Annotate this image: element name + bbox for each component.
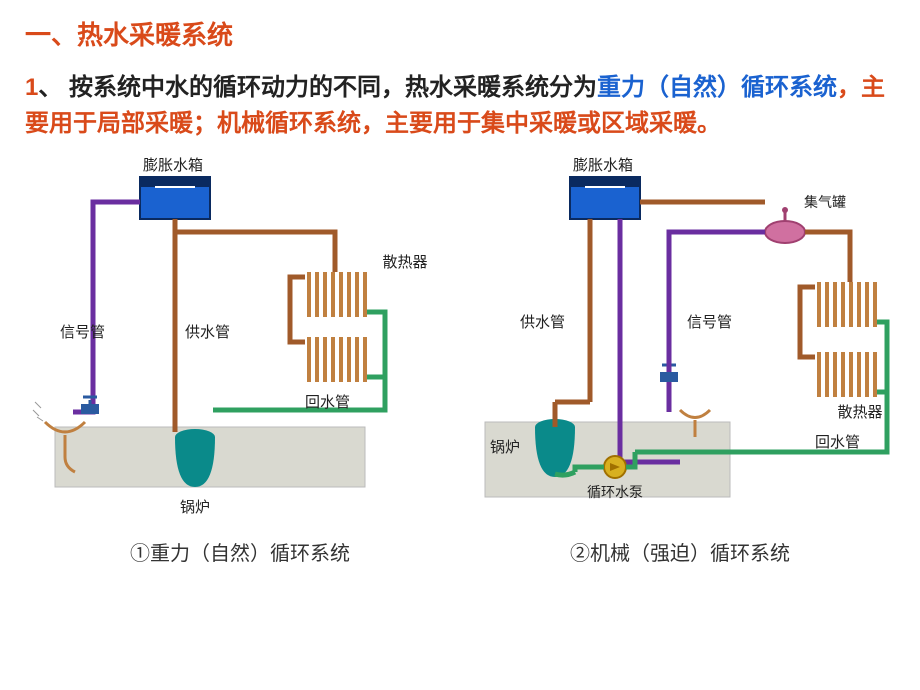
radiator-top-r [819,282,875,327]
overflow-pipe [73,202,140,412]
diagram-row: 膨胀水箱 锅炉 [25,152,895,566]
diagram-mechanical: 膨胀水箱 集气罐 供水管 锅炉 [465,152,895,566]
rad-conn-supply [290,277,305,342]
mechanical-svg: 膨胀水箱 集气罐 供水管 锅炉 [465,152,895,522]
supply-to-rad [805,232,850,282]
rad-conn-return-r [877,322,887,392]
caption-left: ①重力（自然）循环系统 [25,537,455,566]
air-collector: 集气罐 [765,194,846,243]
diagram-gravity: 膨胀水箱 锅炉 [25,152,455,566]
radiator-bottom-r [819,352,875,397]
supply-branch [175,232,335,272]
section-title: 一、热水采暖系统 [25,15,895,52]
radiator-bottom [309,337,365,382]
caption-right: ②机械（强迫）循环系统 [465,537,895,566]
expansion-tank: 膨胀水箱 [140,157,210,219]
svg-text:循环水泵: 循环水泵 [587,485,643,501]
supply-label-r: 供水管 [520,314,565,331]
para-text-2: 重力（自然）循环系统 [597,74,837,101]
gravity-svg: 膨胀水箱 锅炉 [25,152,455,522]
radiator-label: 散热器 [382,254,427,271]
boiler-label: 锅炉 [180,499,210,516]
boiler: 锅炉 [175,429,215,516]
air-collector-label: 集气罐 [804,194,846,211]
expansion-tank-label-r: 膨胀水箱 [573,157,633,174]
expansion-tank-label: 膨胀水箱 [143,157,203,174]
paragraph: 1、 按系统中水的循环动力的不同，热水采暖系统分为重力（自然）循环系统，主要用于… [25,70,895,142]
radiator-label-r: 散热器 [837,404,882,421]
para-text-1: 、 按系统中水的循环动力的不同，热水采暖系统分为 [38,74,597,101]
signal-label: 信号管 [60,324,105,341]
boiler-label-r: 锅炉 [490,439,520,456]
list-number: 1 [25,74,38,101]
supply-label: 供水管 [185,324,230,341]
radiator-top [305,272,375,317]
signal-label-r: 信号管 [687,314,732,331]
return-label: 回水管 [305,394,350,411]
rad-conn-return [367,312,385,377]
overflow-valve [81,397,99,414]
return-label-r: 回水管 [815,434,860,451]
rad-conn-supply-r [800,287,815,357]
expansion-tank-r: 膨胀水箱 [570,157,640,219]
return-pipe [213,377,385,410]
